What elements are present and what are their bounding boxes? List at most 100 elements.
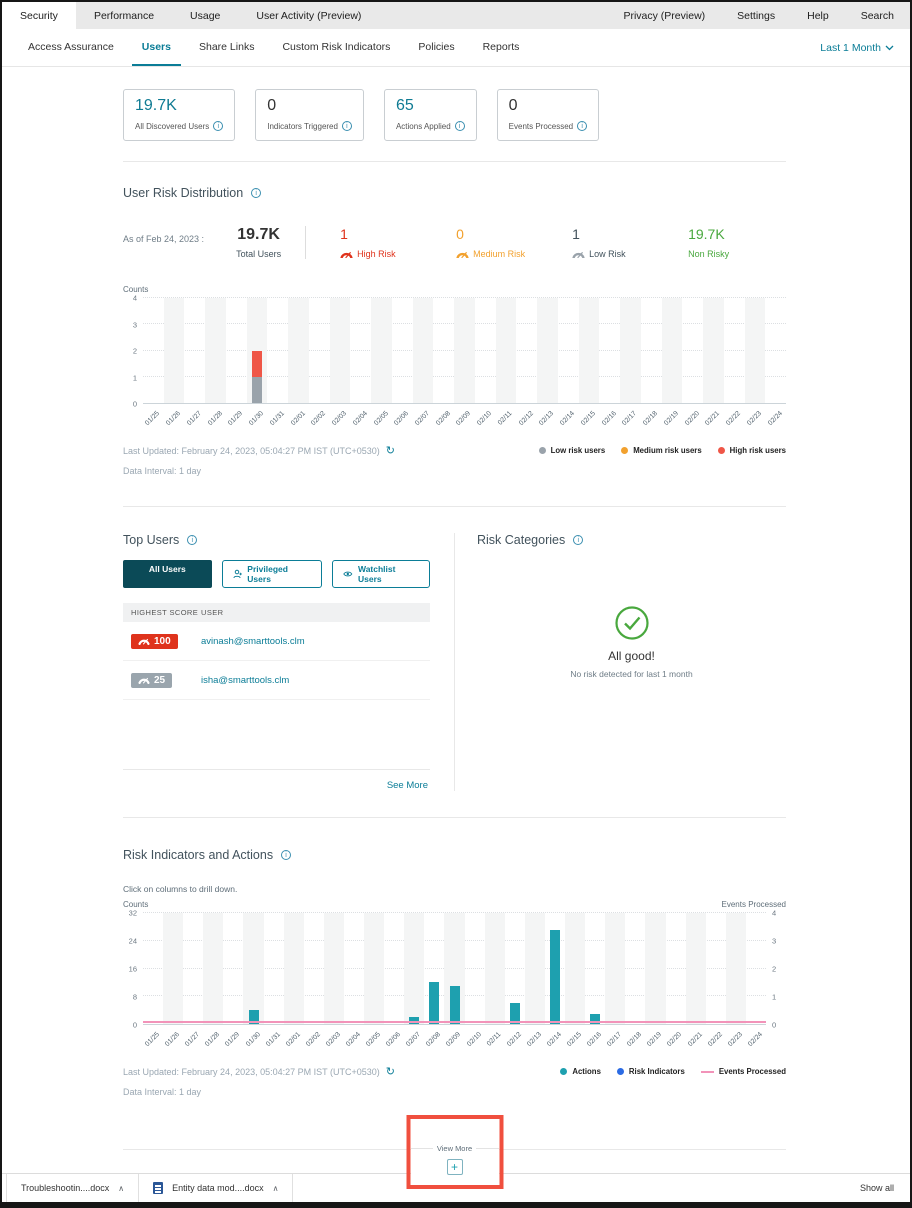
x-tick: 01/28: [203, 1029, 223, 1053]
chart2-footer: Last Updated: February 24, 2023, 05:04:2…: [123, 1065, 786, 1078]
info-icon[interactable]: [341, 121, 352, 131]
subnav-item-custom-risk-indicators[interactable]: Custom Risk Indicators: [282, 41, 391, 53]
x-tick: 02/13: [537, 408, 558, 432]
status-text: All good!: [608, 649, 655, 663]
user-link[interactable]: isha@smarttools.clm: [201, 674, 290, 686]
column-band: [703, 298, 724, 403]
section-divider: [123, 161, 786, 162]
stat-card-events-processed[interactable]: 0 Events Processed: [496, 89, 600, 141]
chart-bar-actions[interactable]: [429, 982, 440, 1024]
info-icon[interactable]: [213, 121, 224, 131]
info-icon[interactable]: [251, 188, 262, 198]
chart-bar-low-risk-users[interactable]: [252, 376, 263, 403]
chart-bar-actions[interactable]: [509, 1003, 520, 1024]
legend-item-medium-risk-users[interactable]: Medium risk users: [621, 446, 702, 455]
subnav-item-reports[interactable]: Reports: [482, 41, 520, 53]
legend-item-high-risk-users[interactable]: High risk users: [717, 446, 786, 455]
x-tick-label: 01/25: [144, 1031, 162, 1048]
x-tick: 02/09: [444, 1029, 464, 1053]
x-tick-label: 02/05: [365, 1031, 383, 1048]
x-tick-label: 02/17: [621, 410, 639, 427]
topnav-item-search[interactable]: Search: [860, 9, 894, 22]
refresh-icon[interactable]: [386, 1065, 395, 1078]
y-tick-label: 32: [128, 908, 137, 918]
column-band: [620, 298, 641, 403]
x-tick: 01/30: [247, 408, 268, 432]
show-all-downloads-link[interactable]: Show all: [859, 1183, 894, 1193]
x-tick-label: 02/01: [284, 1031, 302, 1048]
chart-bar-actions[interactable]: [248, 1010, 259, 1024]
x-tick: 02/15: [578, 408, 599, 432]
refresh-icon[interactable]: [386, 444, 395, 457]
stat-label: Indicators Triggered: [267, 121, 352, 131]
stat-card-indicators-triggered[interactable]: 0 Indicators Triggered: [255, 89, 364, 141]
chart-bar-actions[interactable]: [549, 930, 560, 1024]
column-band: [524, 913, 545, 1024]
chevron-up-icon[interactable]: [273, 1184, 279, 1193]
info-icon[interactable]: [281, 850, 292, 860]
gauge-icon: [456, 251, 469, 259]
x-tick: 02/22: [724, 408, 745, 432]
subnav-item-access-assurance[interactable]: Access Assurance: [28, 41, 114, 53]
stat-value: 0: [267, 97, 277, 114]
subnav-item-users[interactable]: Users: [131, 29, 181, 66]
download-item-troubleshootin-docx[interactable]: Troubleshootin....docx: [6, 1174, 140, 1202]
topnav-tab-security[interactable]: Security: [2, 2, 76, 29]
topnav-item-help[interactable]: Help: [807, 9, 829, 22]
info-icon[interactable]: [573, 535, 584, 545]
x-tick-label: 02/02: [304, 1031, 322, 1048]
section-divider: [123, 817, 786, 818]
info-icon[interactable]: [454, 121, 465, 131]
download-item-entity-data-mod-docx[interactable]: Entity data mod....docx: [139, 1174, 294, 1202]
topnav-item-settings[interactable]: Settings: [737, 9, 776, 22]
see-more-link[interactable]: See More: [123, 769, 430, 791]
x-tick: 02/11: [485, 1029, 505, 1053]
chart-bar-high-risk-users[interactable]: [252, 350, 263, 377]
topnav-tab-performance[interactable]: Performance: [93, 9, 155, 22]
word-doc-icon: [153, 1182, 164, 1194]
y-tick-label: 24: [128, 936, 137, 946]
info-icon[interactable]: [577, 121, 588, 131]
info-icon[interactable]: [187, 535, 198, 545]
column-band: [412, 298, 434, 403]
view-more-plus-button[interactable]: [446, 1159, 463, 1175]
chart-bar-actions[interactable]: [409, 1017, 420, 1024]
y-tick-label: 2: [132, 346, 137, 356]
x-tick: 02/01: [288, 408, 309, 432]
legend-item-low-risk-users[interactable]: Low risk users: [538, 446, 605, 455]
topnav-tab-user-activity-preview[interactable]: User Activity (Preview): [256, 9, 362, 22]
topnav-tab-usage[interactable]: Usage: [190, 9, 221, 22]
stat-card-all-discovered-users[interactable]: 19.7K All Discovered Users: [123, 89, 236, 141]
x-tick-label: 02/12: [505, 1031, 523, 1048]
topnav-item-privacy-preview[interactable]: Privacy (Preview): [623, 9, 706, 22]
top-users-tabs: All Users Privileged Users Watchlist Users: [123, 560, 431, 588]
chevron-up-icon[interactable]: [118, 1184, 124, 1193]
data-interval-text: Data Interval: 1 day: [123, 1087, 202, 1097]
x-tick: 01/27: [184, 408, 205, 432]
x-tick: 01/27: [183, 1029, 203, 1053]
legend-dot: [560, 1068, 568, 1075]
risk-stat-label-text: Non Risky: [688, 249, 730, 259]
user-risk-distribution-header: User Risk Distribution: [123, 186, 786, 200]
column-band: [565, 913, 586, 1024]
x-tick-label: 02/14: [559, 410, 577, 427]
top-users-tab-all-users[interactable]: All Users: [123, 560, 212, 588]
subnav-item-policies[interactable]: Policies: [418, 41, 455, 53]
legend-item-risk-indicators[interactable]: Risk Indicators: [616, 1067, 685, 1076]
chart-bar-actions[interactable]: [590, 1013, 601, 1024]
time-filter-dropdown[interactable]: Last 1 Month: [820, 42, 894, 54]
x-tick-label: 01/28: [204, 1031, 222, 1048]
column-band: [578, 298, 600, 403]
legend-dot: [616, 1068, 624, 1075]
top-users-tab-watchlist-users[interactable]: Watchlist Users: [332, 560, 431, 588]
risk-categories-panel: Risk Categories All good! No risk detect…: [454, 533, 786, 791]
user-link[interactable]: avinash@smarttools.clm: [201, 635, 305, 647]
legend-item-events-processed[interactable]: Events Processed: [700, 1067, 786, 1076]
column-band: [205, 298, 226, 403]
subnav-items: Access Assurance Users Share Links Custom R…: [18, 29, 537, 66]
top-users-tab-privileged-users[interactable]: Privileged Users: [221, 560, 323, 588]
subnav-item-share-links[interactable]: Share Links: [199, 41, 255, 53]
chart-bar-actions[interactable]: [449, 985, 460, 1024]
legend-item-actions[interactable]: Actions: [560, 1067, 601, 1076]
stat-card-actions-applied[interactable]: 65 Actions Applied: [383, 89, 477, 141]
